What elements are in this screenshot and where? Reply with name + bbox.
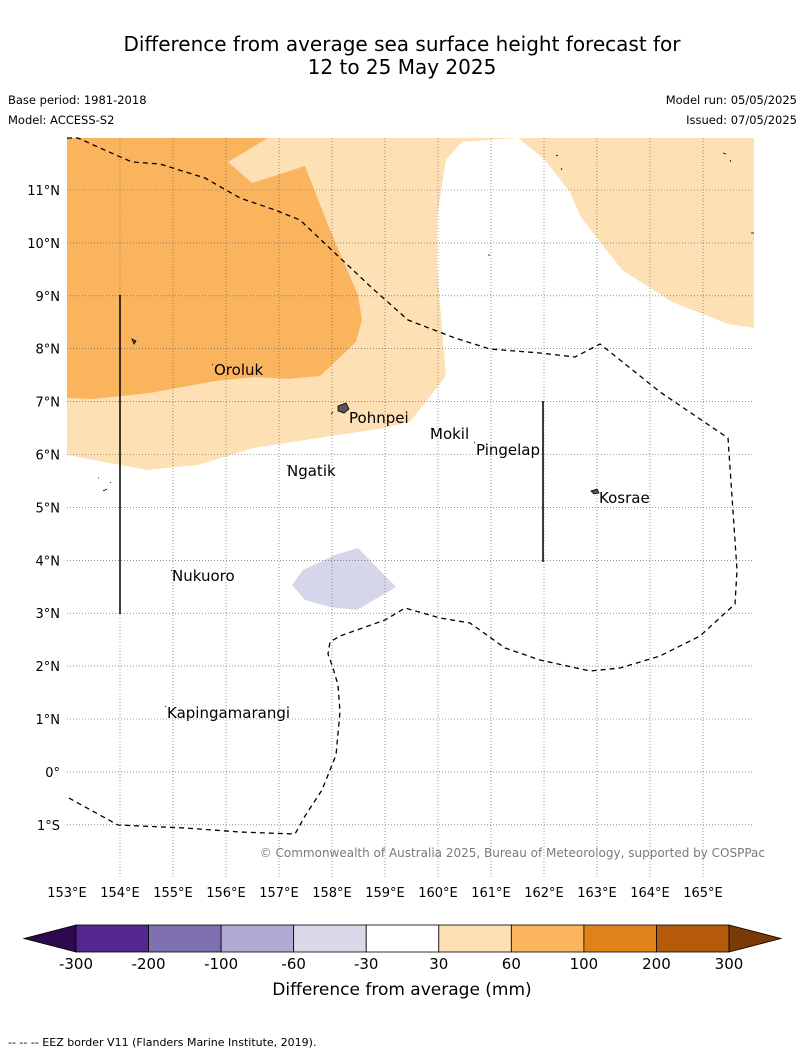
latitude-tick-label: 11°N bbox=[27, 184, 60, 199]
colorbar-segment bbox=[220, 924, 295, 953]
small-atoll bbox=[131, 338, 137, 345]
colorbar-min-extension bbox=[22, 924, 77, 953]
latitude-tick-label: 5°N bbox=[36, 501, 61, 516]
map-fields bbox=[67, 138, 754, 878]
place-nukuoro: Nukuoro bbox=[172, 567, 235, 585]
longitude-tick-label: 153°E bbox=[47, 886, 87, 901]
colorbar-tick-label: 60 bbox=[502, 955, 521, 973]
model-run: Model run: 05/05/2025 bbox=[665, 93, 797, 107]
colorbar-max-extension bbox=[728, 924, 783, 953]
latitude-axis: 11°N 10°N 9°N 8°N 7°N 6°N 5°N 4°N 3°N 2°N 1°N 0° 1°S bbox=[27, 184, 60, 834]
latitude-tick-label: 7°N bbox=[36, 396, 61, 411]
colorbar-tick-label: 200 bbox=[642, 955, 671, 973]
latitude-tick-label: 2°N bbox=[36, 660, 61, 675]
kosrae-island bbox=[590, 488, 600, 495]
colorbar-tick-label: -300 bbox=[59, 955, 93, 973]
longitude-tick-label: 157°E bbox=[259, 886, 299, 901]
eez-legend-note: -- -- -- EEZ border V11 (Flanders Marine… bbox=[8, 1036, 317, 1049]
chart-title: Difference from average sea surface heig… bbox=[0, 33, 804, 79]
place-pingelap: Pingelap bbox=[476, 441, 540, 459]
longitude-tick-label: 159°E bbox=[365, 886, 405, 901]
longitude-tick-label: 165°E bbox=[683, 886, 723, 901]
latitude-tick-label: 1°S bbox=[37, 819, 60, 834]
colorbar-segment bbox=[438, 924, 512, 953]
place-mokil: Mokil bbox=[430, 425, 469, 443]
longitude-tick-label: 154°E bbox=[100, 886, 140, 901]
longitude-axis: 153°E 154°E 155°E 156°E 157°E 158°E 159°E 160°E… bbox=[47, 886, 723, 901]
colorbar-tick-label: -60 bbox=[281, 955, 306, 973]
anomaly-neutral-clearing bbox=[67, 138, 754, 878]
place-kosrae: Kosrae bbox=[599, 489, 650, 507]
colorbar: -300 -200 -100 -60 -30 30 60 100 200 300 bbox=[22, 924, 783, 973]
title-line-1: Difference from average sea surface heig… bbox=[123, 32, 681, 56]
colorbar-tick-label: 30 bbox=[429, 955, 448, 973]
island-outlines bbox=[131, 338, 600, 495]
colorbar-segment bbox=[365, 924, 440, 953]
longitude-tick-label: 164°E bbox=[630, 886, 670, 901]
place-labels: Oroluk Pohnpei Mokil Pingelap Ngatik Kos… bbox=[167, 361, 650, 722]
longitude-tick-label: 160°E bbox=[418, 886, 458, 901]
model-name: Model: ACCESS-S2 bbox=[8, 113, 115, 127]
latitude-tick-label: 9°N bbox=[36, 290, 61, 305]
anomaly-60-100-region bbox=[67, 138, 362, 399]
small-atolls bbox=[98, 152, 754, 708]
latitude-tick-label: 0° bbox=[45, 766, 60, 781]
latitude-tick-label: 6°N bbox=[36, 449, 61, 464]
latitude-tick-label: 1°N bbox=[36, 713, 61, 728]
place-kapingamarangi: Kapingamarangi bbox=[167, 704, 290, 722]
latitude-tick-label: 3°N bbox=[36, 607, 61, 622]
longitude-tick-label: 158°E bbox=[312, 886, 352, 901]
anomaly-negative-patch bbox=[292, 548, 396, 610]
colorbar-label: Difference from average (mm) bbox=[272, 980, 531, 1000]
base-period: Base period: 1981-2018 bbox=[8, 93, 147, 107]
longitude-tick-label: 156°E bbox=[206, 886, 246, 901]
issued-date: Issued: 07/05/2025 bbox=[686, 113, 797, 127]
longitude-tick-label: 161°E bbox=[471, 886, 511, 901]
longitude-tick-label: 162°E bbox=[524, 886, 564, 901]
colorbar-tick-label: 100 bbox=[570, 955, 599, 973]
latitude-tick-label: 8°N bbox=[36, 343, 61, 358]
copyright-notice: © Commonwealth of Australia 2025, Bureau… bbox=[260, 846, 765, 860]
longitude-tick-label: 163°E bbox=[577, 886, 617, 901]
colorbar-segment bbox=[510, 924, 585, 953]
latitude-tick-label: 4°N bbox=[36, 554, 61, 569]
colorbar-segment bbox=[75, 924, 149, 953]
colorbar-tick-label: -200 bbox=[132, 955, 166, 973]
map-gridlines bbox=[67, 138, 754, 878]
colorbar-tick-label: 300 bbox=[715, 955, 744, 973]
colorbar-segment bbox=[583, 924, 657, 953]
colorbar-segment bbox=[293, 924, 367, 953]
title-line-2: 12 to 25 May 2025 bbox=[307, 55, 497, 79]
colorbar-tick-label: -30 bbox=[354, 955, 379, 973]
latitude-tick-label: 10°N bbox=[27, 237, 60, 252]
pohnpei-island bbox=[337, 402, 350, 414]
place-oroluk: Oroluk bbox=[214, 361, 263, 379]
colorbar-segment bbox=[656, 924, 730, 953]
colorbar-segment bbox=[148, 924, 222, 953]
longitude-tick-label: 155°E bbox=[153, 886, 193, 901]
colorbar-tick-label: -100 bbox=[204, 955, 238, 973]
place-ngatik: Ngatik bbox=[287, 462, 336, 480]
place-pohnpei: Pohnpei bbox=[349, 409, 409, 427]
eez-border bbox=[66, 137, 738, 835]
